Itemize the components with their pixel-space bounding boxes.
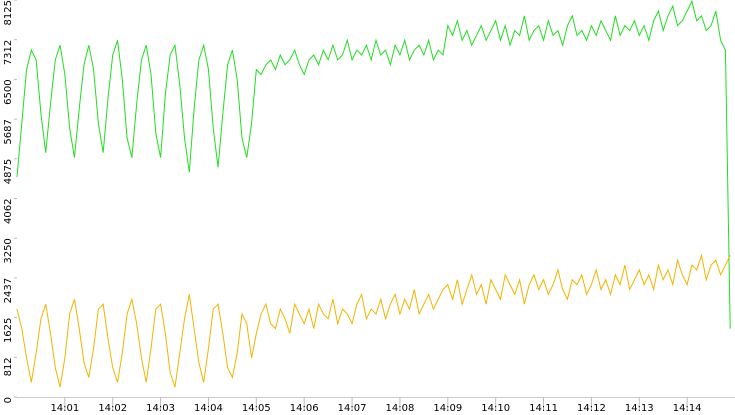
y-tick-label: 7312 xyxy=(3,40,14,65)
x-tick-label: 14:14 xyxy=(673,403,702,414)
x-tick-label: 14:02 xyxy=(98,403,127,414)
x-tick-label: 14:10 xyxy=(481,403,510,414)
x-tick-label: 14:09 xyxy=(433,403,462,414)
x-tick-label: 14:06 xyxy=(290,403,319,414)
x-tick-label: 14:11 xyxy=(529,403,558,414)
y-tick-label: 4062 xyxy=(3,199,14,224)
y-tick-label: 3250 xyxy=(3,238,14,263)
x-tick-label: 14:01 xyxy=(50,403,79,414)
x-tick-label: 14:04 xyxy=(194,403,223,414)
y-tick-label: 1625 xyxy=(3,318,14,343)
series-line xyxy=(16,253,731,388)
x-tick-label: 14:08 xyxy=(386,403,415,414)
x-tick-label: 14:03 xyxy=(146,403,175,414)
y-tick-label: 5687 xyxy=(3,119,14,144)
series-line xyxy=(16,0,731,329)
y-tick-label: 4875 xyxy=(3,159,14,184)
y-tick-label: 2437 xyxy=(3,278,14,303)
y-tick-label: 0 xyxy=(3,397,14,403)
x-tick-label: 14:12 xyxy=(577,403,606,414)
y-tick-label: 6500 xyxy=(3,79,14,104)
y-tick-label: 8125 xyxy=(3,0,14,25)
x-tick-label: 14:07 xyxy=(338,403,367,414)
x-tick-label: 14:05 xyxy=(242,403,271,414)
x-tick-label: 14:13 xyxy=(625,403,654,414)
y-tick-label: 812 xyxy=(3,357,14,376)
